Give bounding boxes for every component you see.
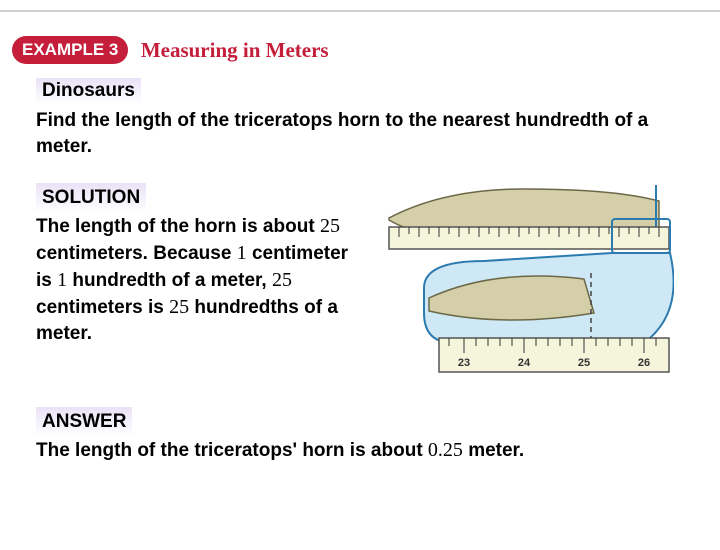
tick-label: 25 xyxy=(578,357,590,369)
tick-label: 23 xyxy=(458,357,470,369)
sol-n: 25 xyxy=(169,296,189,318)
answer-label: ANSWER xyxy=(36,407,132,437)
header-row: EXAMPLE 3 Measuring in Meters xyxy=(0,10,720,64)
answer-value: 0.25 xyxy=(428,439,463,461)
problem-block: Dinosaurs Find the length of the tricera… xyxy=(36,78,684,159)
sol-n: 1 xyxy=(237,242,247,264)
answer-block: ANSWER The length of the triceratops' ho… xyxy=(36,407,684,464)
sol-n: 25 xyxy=(272,269,292,291)
sol-t: centimeters is xyxy=(36,297,169,318)
answer-text: meter. xyxy=(463,440,524,461)
tick-label: 24 xyxy=(518,357,531,369)
tick-label: 26 xyxy=(638,357,650,369)
answer-text: The length of the triceratops' horn is a… xyxy=(36,440,428,461)
page-title: Measuring in Meters xyxy=(141,38,329,63)
solution-label: SOLUTION xyxy=(36,183,146,213)
sol-n: 1 xyxy=(57,269,67,291)
sol-t: The length of the horn is about xyxy=(36,216,320,237)
solution-block: SOLUTION The length of the horn is about… xyxy=(36,183,684,383)
sol-t: centimeters. Because xyxy=(36,243,237,264)
content-area: Dinosaurs Find the length of the tricera… xyxy=(0,64,720,464)
figure: 23 24 25 26 xyxy=(384,183,684,383)
problem-topic: Dinosaurs xyxy=(36,78,141,104)
ruler-zoom xyxy=(439,338,669,372)
example-badge: EXAMPLE 3 xyxy=(12,36,128,64)
sol-n: 25 xyxy=(320,215,340,237)
solution-text: SOLUTION The length of the horn is about… xyxy=(36,183,366,383)
horn-ruler-diagram: 23 24 25 26 xyxy=(384,183,674,383)
problem-text: Find the length of the triceratops horn … xyxy=(36,108,684,159)
sol-t: hundredth of a meter, xyxy=(67,270,272,291)
